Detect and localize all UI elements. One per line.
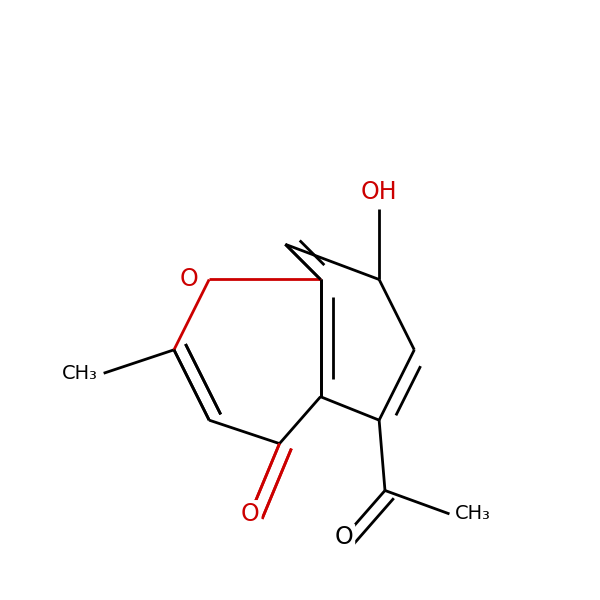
Text: OH: OH [361,179,397,203]
Text: O: O [179,268,198,292]
Text: CH₃: CH₃ [62,364,98,383]
Text: O: O [335,526,353,550]
Text: O: O [241,502,260,526]
Text: CH₃: CH₃ [455,505,491,523]
